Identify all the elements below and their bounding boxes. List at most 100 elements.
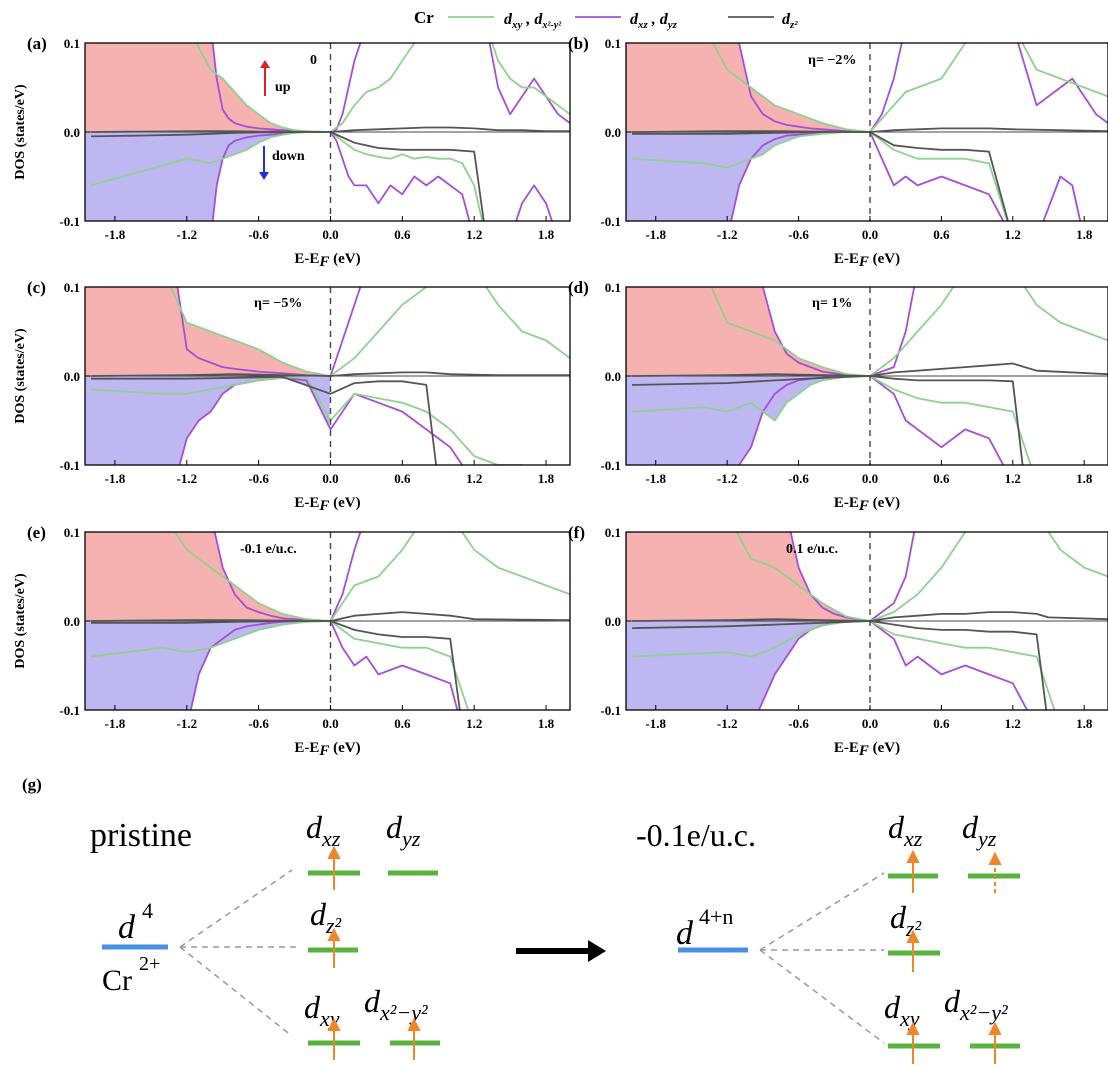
y-tick-label: 0.0: [64, 125, 80, 140]
series-2-up-line: [631, 362, 1108, 377]
x-tick-label: 1.2: [466, 227, 482, 242]
occupied-down-fill: [626, 621, 870, 710]
dos-panel-f: 0.1 0.0 -0.1 -1.8 -1.2 -0.6 0.0 0.6 1.2 1.8 E-EF (…: [568, 523, 1108, 759]
x-tick-label: 0.0: [862, 227, 878, 242]
left-label-yz: dyz: [386, 809, 421, 851]
x-tick-label: -1.8: [105, 716, 126, 731]
x-tick-label: -0.6: [788, 471, 809, 486]
left-split-line-bottom: [179, 946, 293, 1037]
series-1-up-line: [173, 532, 570, 622]
electron-up-arrow-head: [988, 1021, 1002, 1035]
right-ion-sup: 4+n: [699, 904, 733, 929]
dos-panels: 0.1 0.0 -0.1 -1.8 -1.2 -0.6 0.0 0.6 1.2 1.8 E-EF (…: [13, 34, 1108, 759]
cation-charge: 2+: [139, 953, 160, 975]
y-tick-label: -0.1: [59, 458, 80, 473]
x-tick-label: 0.6: [394, 471, 411, 486]
x-tick-label: 0.0: [322, 227, 338, 242]
series-0-up-line: [176, 287, 362, 377]
x-tick-label: 1.8: [538, 227, 555, 242]
panel-annotation: η= −2%: [808, 53, 856, 68]
x-axis-label: E-EF (eV): [834, 251, 900, 270]
x-tick-label: -1.8: [645, 716, 666, 731]
y-tick-label: 0.0: [64, 614, 80, 629]
series-1-up-line: [195, 43, 570, 133]
series-0-up-line: [738, 43, 1108, 133]
y-tick-label: 0.1: [64, 280, 80, 295]
occupied-up-fill: [626, 532, 870, 621]
x-tick-label: 0.6: [933, 716, 950, 731]
series-1-down-line: [90, 131, 484, 221]
occupied-down-fill: [85, 132, 331, 221]
left-label-z2: dz²: [310, 896, 342, 938]
x-tick-label: 1.2: [466, 716, 482, 731]
series-2-up-line: [631, 127, 1108, 133]
dos-panel-b: 0.1 0.0 -0.1 -1.8 -1.2 -0.6 0.0 0.6 1.2 1.8 E-EF (…: [568, 34, 1108, 270]
right-ion-label: d 4+n: [676, 904, 733, 952]
occupied-up-fill: [85, 287, 331, 376]
electron-up-arrow-head: [906, 849, 920, 863]
x-tick-label: -1.2: [717, 227, 738, 242]
right-split-line-top: [759, 872, 885, 951]
up-arrow-head: [260, 60, 270, 68]
occupied-up-fill: [85, 532, 331, 621]
y-tick-label: 0.0: [605, 369, 621, 384]
spin-up-label: up: [275, 80, 291, 95]
series-1-up-line: [711, 43, 1108, 133]
x-tick-label: 0.0: [862, 716, 878, 731]
series-2-down-line: [632, 131, 1009, 221]
series-2-up-line: [90, 611, 570, 622]
y-tick-label: -0.1: [600, 458, 621, 473]
series-2-down-line: [91, 376, 438, 465]
panel-label: (f): [568, 523, 585, 542]
x-tick-label: -0.6: [248, 716, 269, 731]
y-tick-label: -0.1: [600, 214, 621, 229]
series-1-down-line: [631, 131, 1009, 221]
x-tick-label: -0.6: [788, 227, 809, 242]
panel-annotation: -0.1 e/u.c.: [240, 542, 297, 557]
x-axis-label: E-EF (eV): [294, 740, 360, 759]
x-tick-label: 1.8: [538, 471, 555, 486]
occupied-up-fill: [626, 287, 870, 376]
occupied-down-fill: [85, 621, 331, 710]
right-ion-d: d: [676, 915, 694, 952]
x-tick-label: -1.2: [176, 471, 197, 486]
electron-up-arrow-head: [327, 927, 341, 941]
left-ion-label: d 4: [118, 898, 153, 946]
series-1-up-line: [735, 532, 1108, 622]
panel-label: (a): [27, 34, 47, 53]
plot-area: [626, 287, 1108, 465]
x-tick-label: 1.8: [538, 716, 555, 731]
dos-panel-d: 0.1 0.0 -0.1 -1.8 -1.2 -0.6 0.0 0.6 1.2 1.8 E-EF (…: [568, 278, 1108, 514]
panel-label: (e): [27, 523, 46, 542]
x-tick-label: -0.6: [788, 716, 809, 731]
right-label-z2: dz²: [890, 899, 922, 941]
left-label-x2y2: dx²−y²: [364, 983, 428, 1025]
y-tick-label: 0.1: [605, 525, 621, 540]
series-1-up-line: [169, 287, 570, 377]
occupied-down-fill: [85, 376, 331, 465]
y-tick-label: 0.0: [605, 614, 621, 629]
series-0-up-line: [211, 43, 570, 133]
x-tick-label: -1.2: [717, 471, 738, 486]
panel-annotation: 0.1 e/u.c.: [786, 542, 838, 557]
series-1-down-line: [90, 620, 470, 710]
right-label-x2y2: dx²−y²: [944, 983, 1008, 1025]
spin-annotation: up down: [259, 60, 305, 180]
plot-area: [85, 532, 570, 710]
x-tick-label: -1.2: [176, 227, 197, 242]
x-tick-label: 1.8: [1076, 716, 1093, 731]
panel-annotation: η= −5%: [254, 296, 302, 311]
transition-arrow-head: [588, 940, 606, 962]
x-tick-label: -1.8: [645, 227, 666, 242]
plot-area: [85, 287, 570, 465]
dos-panel-a: 0.1 0.0 -0.1 -1.8 -1.2 -0.6 0.0 0.6 1.2 1.8 E-EF (…: [13, 34, 571, 270]
series-2-down-line: [91, 620, 461, 710]
x-tick-label: -1.8: [105, 471, 126, 486]
left-ion-sup: 4: [142, 898, 153, 923]
legend-label-dxy: dxy , dx²-y²: [504, 11, 562, 31]
y-tick-label: 0.0: [605, 125, 621, 140]
series-0-down-line: [189, 620, 459, 710]
x-tick-label: 1.2: [1005, 471, 1021, 486]
x-tick-label: -0.6: [248, 227, 269, 242]
